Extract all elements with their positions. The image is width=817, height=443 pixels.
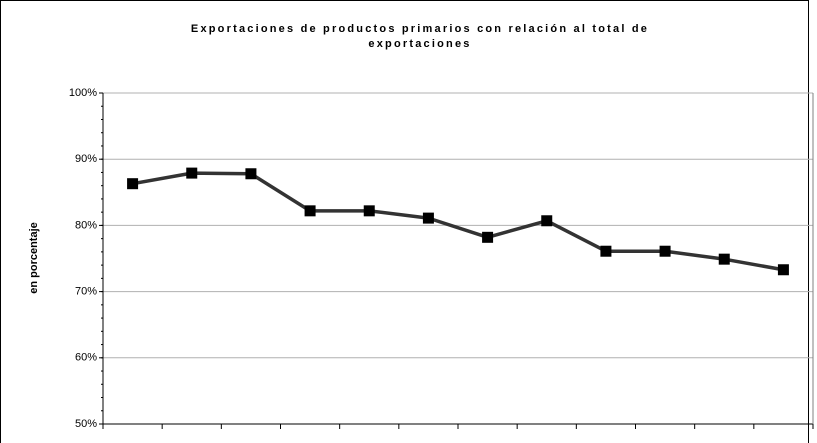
y-tick-label: 100% — [69, 87, 97, 99]
marker — [127, 178, 139, 190]
y-tick-label: 60% — [75, 352, 97, 364]
marker — [186, 167, 198, 179]
marker — [659, 245, 671, 257]
y-tick-label: 70% — [75, 286, 97, 298]
marker — [422, 212, 434, 224]
marker — [718, 253, 730, 265]
marker — [541, 215, 553, 227]
marker — [600, 245, 612, 257]
y-tick-label: 90% — [75, 153, 97, 165]
y-tick-label: 50% — [75, 418, 97, 430]
chart-title: Exportaciones de productos primarios con… — [190, 23, 650, 50]
series-line — [132, 171, 784, 272]
y-tick-label: 80% — [75, 219, 97, 231]
marker — [482, 231, 494, 243]
marker — [245, 168, 257, 180]
marker — [363, 205, 375, 217]
marker — [304, 205, 316, 217]
y-axis-label: en porcentaje — [28, 222, 40, 294]
marker — [777, 264, 789, 276]
